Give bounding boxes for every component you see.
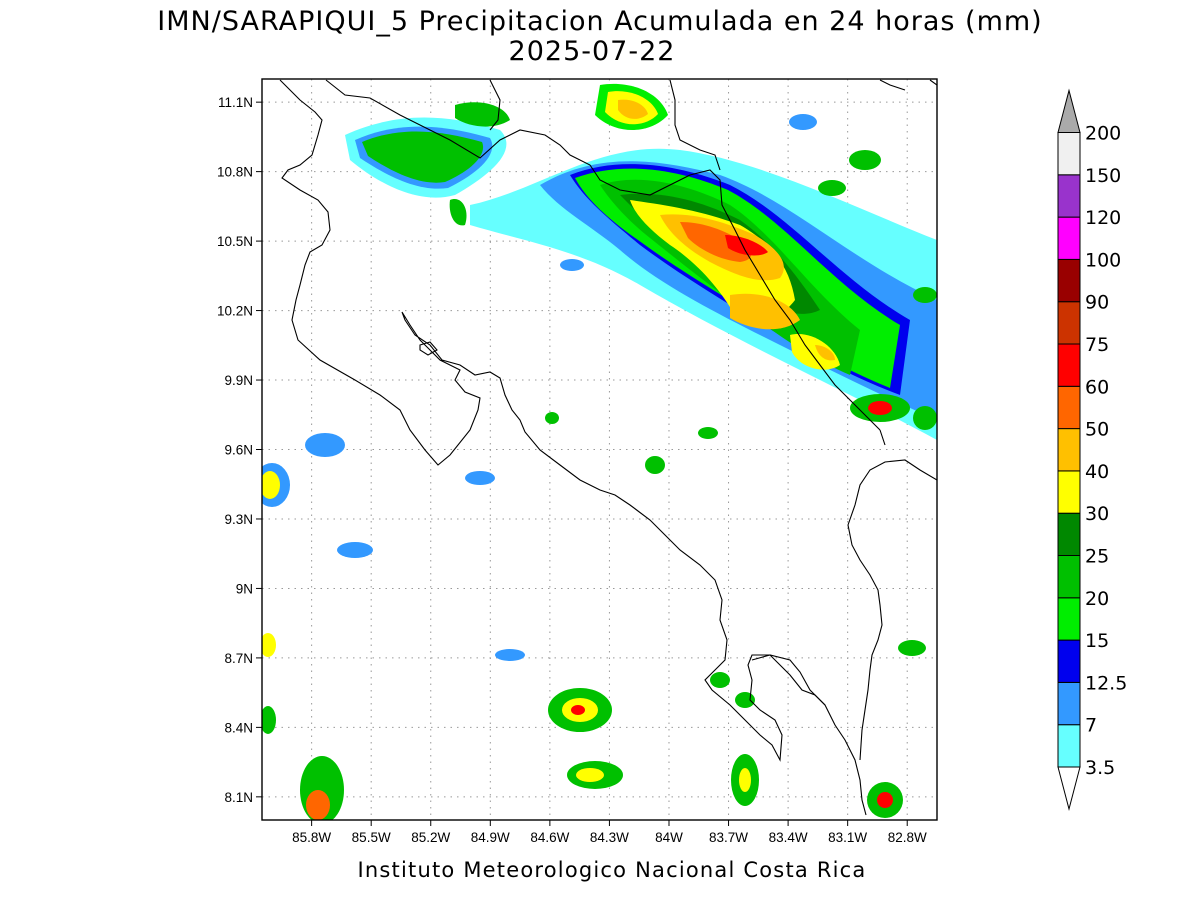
colorbar-label: 3.5	[1085, 757, 1115, 779]
x-tick-label: 85.8W	[292, 830, 331, 845]
colorbar-swatch	[1057, 385, 1081, 430]
colorbar-under-arrow	[1057, 766, 1081, 811]
x-tick-label: 84W	[655, 830, 683, 845]
y-axis: 11.1N 10.8N 10.5N 10.2N 9.9N 9.6N 9.3N 9N 8.7N 8.…	[217, 95, 262, 805]
colorbar-label: 20	[1085, 588, 1109, 610]
x-tick-label: 83.4W	[769, 830, 808, 845]
x-tick-label: 85.5W	[352, 830, 391, 845]
y-tick-label: 9N	[236, 581, 253, 596]
colorbar-label: 40	[1085, 461, 1109, 483]
map-date: 2025-07-22	[509, 36, 676, 67]
colorbar-swatch	[1057, 470, 1081, 514]
colorbar-label: 30	[1085, 503, 1109, 525]
x-tick-label: 84.3W	[590, 830, 629, 845]
colorbar-label: 100	[1085, 249, 1121, 271]
colorbar-legend: 3.5 7 12.5 15 20 25 30 40 50 60 75 90 100 120 150 200	[1057, 88, 1127, 811]
colorbar-label: 25	[1085, 546, 1109, 568]
colorbar-swatch	[1057, 258, 1081, 303]
colorbar-swatch	[1057, 301, 1081, 345]
y-tick-label: 9.6N	[224, 443, 253, 458]
colorbar-label: 75	[1085, 334, 1109, 356]
colorbar-label: 50	[1085, 419, 1109, 441]
plot-area	[261, 78, 938, 821]
colorbar-swatch	[1057, 428, 1081, 472]
y-tick-label: 10.2N	[217, 304, 253, 319]
precipitation-field	[262, 83, 937, 820]
colorbar-swatch	[1057, 681, 1081, 726]
colorbar-swatch	[1057, 724, 1081, 768]
colorbar-label: 150	[1085, 165, 1121, 187]
colorbar-label: 12.5	[1085, 672, 1127, 694]
colorbar-swatch	[1057, 343, 1081, 387]
x-tick-label: 83.1W	[828, 830, 867, 845]
colorbar-swatch	[1057, 216, 1081, 260]
x-tick-label: 84.6W	[530, 830, 569, 845]
rain-cells-scattered	[262, 114, 937, 820]
y-tick-label: 8.4N	[224, 720, 253, 735]
x-tick-label: 83.7W	[709, 830, 748, 845]
colorbar-label: 90	[1085, 292, 1109, 314]
colorbar-swatch	[1057, 132, 1081, 176]
colorbar-swatch	[1057, 512, 1081, 557]
x-axis: 85.8W 85.5W 85.2W 84.9W 84.6W 84.3W 84W 83.7W 83…	[292, 820, 927, 845]
y-tick-label: 9.3N	[224, 512, 253, 527]
x-tick-label: 85.2W	[411, 830, 450, 845]
y-tick-label: 9.9N	[224, 373, 253, 388]
colorbar-over-arrow	[1057, 88, 1081, 133]
y-tick-label: 11.1N	[218, 95, 253, 110]
colorbar-swatch	[1057, 597, 1081, 641]
colorbar-label: 200	[1085, 123, 1121, 145]
colorbar-label: 15	[1085, 630, 1109, 652]
coastline-and-borders	[279, 79, 937, 816]
colorbar-swatch	[1057, 555, 1081, 599]
colorbar-swatch	[1057, 174, 1081, 218]
x-tick-label: 82.8W	[888, 830, 927, 845]
colorbar-label: 60	[1085, 376, 1109, 398]
colorbar-label: 7	[1085, 715, 1097, 737]
colorbar-label: 120	[1085, 207, 1121, 229]
y-tick-label: 8.7N	[224, 651, 253, 666]
map-title: IMN/SARAPIQUI_5 Precipitacion Acumulada …	[157, 6, 1042, 37]
x-tick-label: 84.9W	[471, 830, 510, 845]
rain-band-northeast	[470, 148, 937, 440]
y-tick-label: 8.1N	[224, 790, 253, 805]
footer-credit: Instituto Meteorologico Nacional Costa R…	[358, 858, 867, 882]
colorbar-swatch	[1057, 639, 1081, 683]
y-tick-label: 10.5N	[217, 234, 253, 249]
rain-cells-northwest	[345, 83, 668, 226]
y-tick-label: 10.8N	[217, 165, 253, 180]
